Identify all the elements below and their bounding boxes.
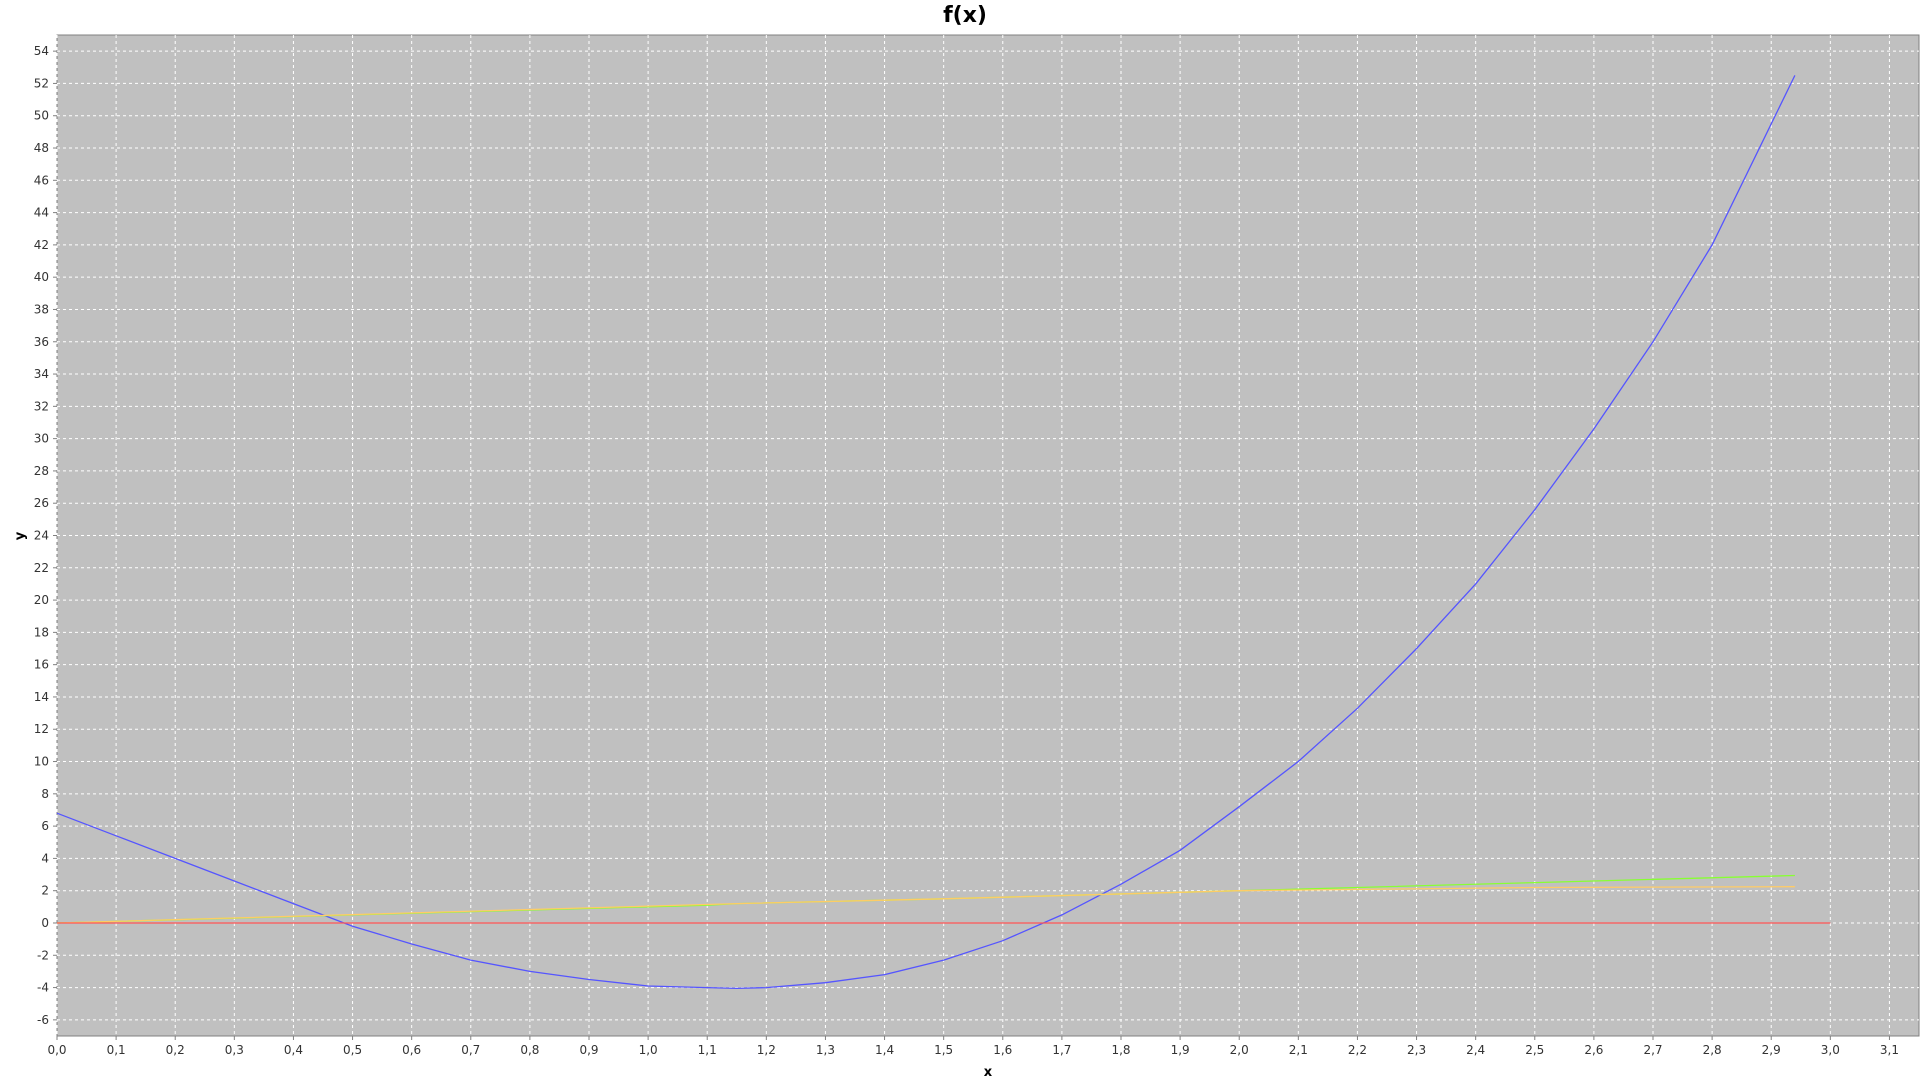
x-tick-label: 2,9 <box>1762 1043 1781 1057</box>
x-axis-ticks: 0,0 0,1 0,2 0,3 0,4 0,5 0,6 0,7 0,8 0,9 1,0 1,1 1,2 1… <box>47 1036 1899 1057</box>
y-tick-label: 8 <box>41 787 49 801</box>
x-tick-label: 1,7 <box>1052 1043 1071 1057</box>
y-tick-label: -2 <box>37 948 49 962</box>
series-line-2 <box>56 886 1795 924</box>
y-tick-label: 20 <box>34 593 49 607</box>
y-tick-label: 36 <box>34 335 49 349</box>
x-tick-label: 0,7 <box>461 1043 480 1057</box>
y-tick-label: 16 <box>34 658 49 672</box>
x-tick-label: 0,8 <box>520 1043 539 1057</box>
y-tick-label: 30 <box>34 432 49 446</box>
y-tick-label: 4 <box>41 851 49 865</box>
y-tick-label: 6 <box>41 819 49 833</box>
x-tick-label: 1,8 <box>1111 1043 1130 1057</box>
y-tick-label: 54 <box>34 44 49 58</box>
x-tick-label: 1,0 <box>639 1043 658 1057</box>
x-tick-label: 0,9 <box>579 1043 598 1057</box>
y-axis-label: y <box>13 531 28 540</box>
y-tick-label: 26 <box>34 496 49 510</box>
x-tick-label: 1,6 <box>993 1043 1012 1057</box>
grid-lines <box>56 35 1919 1036</box>
y-axis-ticks: -6-4-20246810121416182022242628303234363… <box>34 44 57 1027</box>
x-tick-label: 1,9 <box>1171 1043 1190 1057</box>
y-tick-label: 10 <box>34 755 49 769</box>
x-tick-label: 2,4 <box>1466 1043 1485 1057</box>
x-tick-label: 2,0 <box>1230 1043 1249 1057</box>
x-tick-label: 0,4 <box>284 1043 303 1057</box>
x-tick-label: 0,6 <box>402 1043 421 1057</box>
x-axis-label: x <box>984 1065 993 1080</box>
y-tick-label: 46 <box>34 173 49 187</box>
x-tick-label: 2,2 <box>1348 1043 1367 1057</box>
y-tick-label: 28 <box>34 464 49 478</box>
x-tick-label: 0,3 <box>225 1043 244 1057</box>
y-tick-label: 38 <box>34 302 49 316</box>
y-tick-label: -4 <box>37 981 49 995</box>
y-tick-label: 24 <box>34 529 49 543</box>
x-tick-label: 2,6 <box>1584 1043 1603 1057</box>
x-tick-label: 1,3 <box>816 1043 835 1057</box>
y-tick-label: 22 <box>34 561 49 575</box>
y-tick-label: 2 <box>41 884 49 898</box>
y-tick-label: 44 <box>34 206 49 220</box>
x-tick-label: 0,0 <box>47 1043 66 1057</box>
x-tick-label: 1,5 <box>934 1043 953 1057</box>
series-layer <box>56 75 1831 990</box>
x-tick-label: 2,7 <box>1643 1043 1662 1057</box>
y-tick-label: 40 <box>34 270 49 284</box>
y-tick-label: 50 <box>34 109 49 123</box>
y-tick-label: 42 <box>34 238 49 252</box>
y-tick-label: 52 <box>34 76 49 90</box>
x-tick-label: 3,1 <box>1880 1043 1899 1057</box>
y-tick-label: 12 <box>34 722 49 736</box>
x-tick-label: 2,3 <box>1407 1043 1426 1057</box>
x-tick-label: 2,5 <box>1525 1043 1544 1057</box>
x-tick-label: 3,0 <box>1821 1043 1840 1057</box>
x-tick-label: 0,5 <box>343 1043 362 1057</box>
series-line-0 <box>56 75 1796 990</box>
y-tick-label: 18 <box>34 625 49 639</box>
x-tick-label: 1,4 <box>875 1043 894 1057</box>
x-tick-label: 0,2 <box>166 1043 185 1057</box>
y-tick-label: 34 <box>34 367 49 381</box>
y-tick-label: 0 <box>41 916 49 930</box>
y-tick-label: 32 <box>34 399 49 413</box>
chart-title: f(x) <box>943 3 987 28</box>
x-tick-label: 1,2 <box>757 1043 776 1057</box>
y-tick-label: 48 <box>34 141 49 155</box>
x-tick-label: 2,1 <box>1289 1043 1308 1057</box>
x-tick-label: 1,1 <box>698 1043 717 1057</box>
y-tick-label: -6 <box>37 1013 49 1027</box>
x-tick-label: 2,8 <box>1703 1043 1722 1057</box>
x-tick-label: 0,1 <box>107 1043 126 1057</box>
y-tick-label: 14 <box>34 690 49 704</box>
